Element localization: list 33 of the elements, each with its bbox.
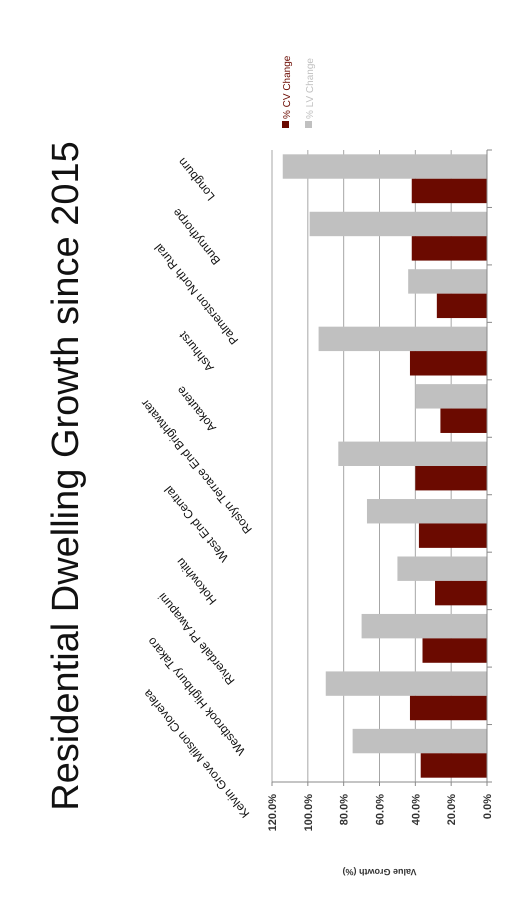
bar	[410, 351, 487, 376]
x-tick-label: 80.0%	[338, 794, 351, 826]
bar	[310, 212, 487, 236]
bar	[318, 326, 487, 352]
bar	[366, 499, 487, 524]
x-tick-label: 0.0%	[482, 794, 494, 820]
x-tick-label: 20.0%	[446, 794, 458, 826]
bar	[415, 384, 487, 409]
bar	[440, 408, 487, 433]
x-tick-label: 120.0%	[267, 794, 279, 832]
text: Residential Dwelling Growth since 2015	[45, 141, 87, 811]
bar	[282, 154, 487, 179]
bar	[408, 269, 487, 294]
bar	[338, 442, 487, 466]
bar	[362, 614, 487, 638]
bar	[415, 466, 487, 490]
bar	[422, 638, 487, 663]
bar	[412, 178, 487, 204]
bar	[435, 580, 487, 606]
bar	[412, 236, 487, 261]
x-axis-title: Value Growth (%)	[342, 867, 417, 877]
bar	[418, 523, 487, 548]
bar	[410, 696, 487, 720]
x-tick-label: 60.0%	[374, 794, 386, 826]
x-tick-label: 40.0%	[410, 794, 422, 826]
text: % LV Change	[305, 58, 316, 119]
bar	[352, 728, 487, 754]
bar	[397, 556, 487, 581]
bar	[326, 671, 487, 696]
x-tick-label: 100.0%	[302, 794, 315, 832]
text: % CV Change	[282, 55, 293, 119]
bar	[420, 753, 487, 778]
bar	[436, 294, 487, 318]
